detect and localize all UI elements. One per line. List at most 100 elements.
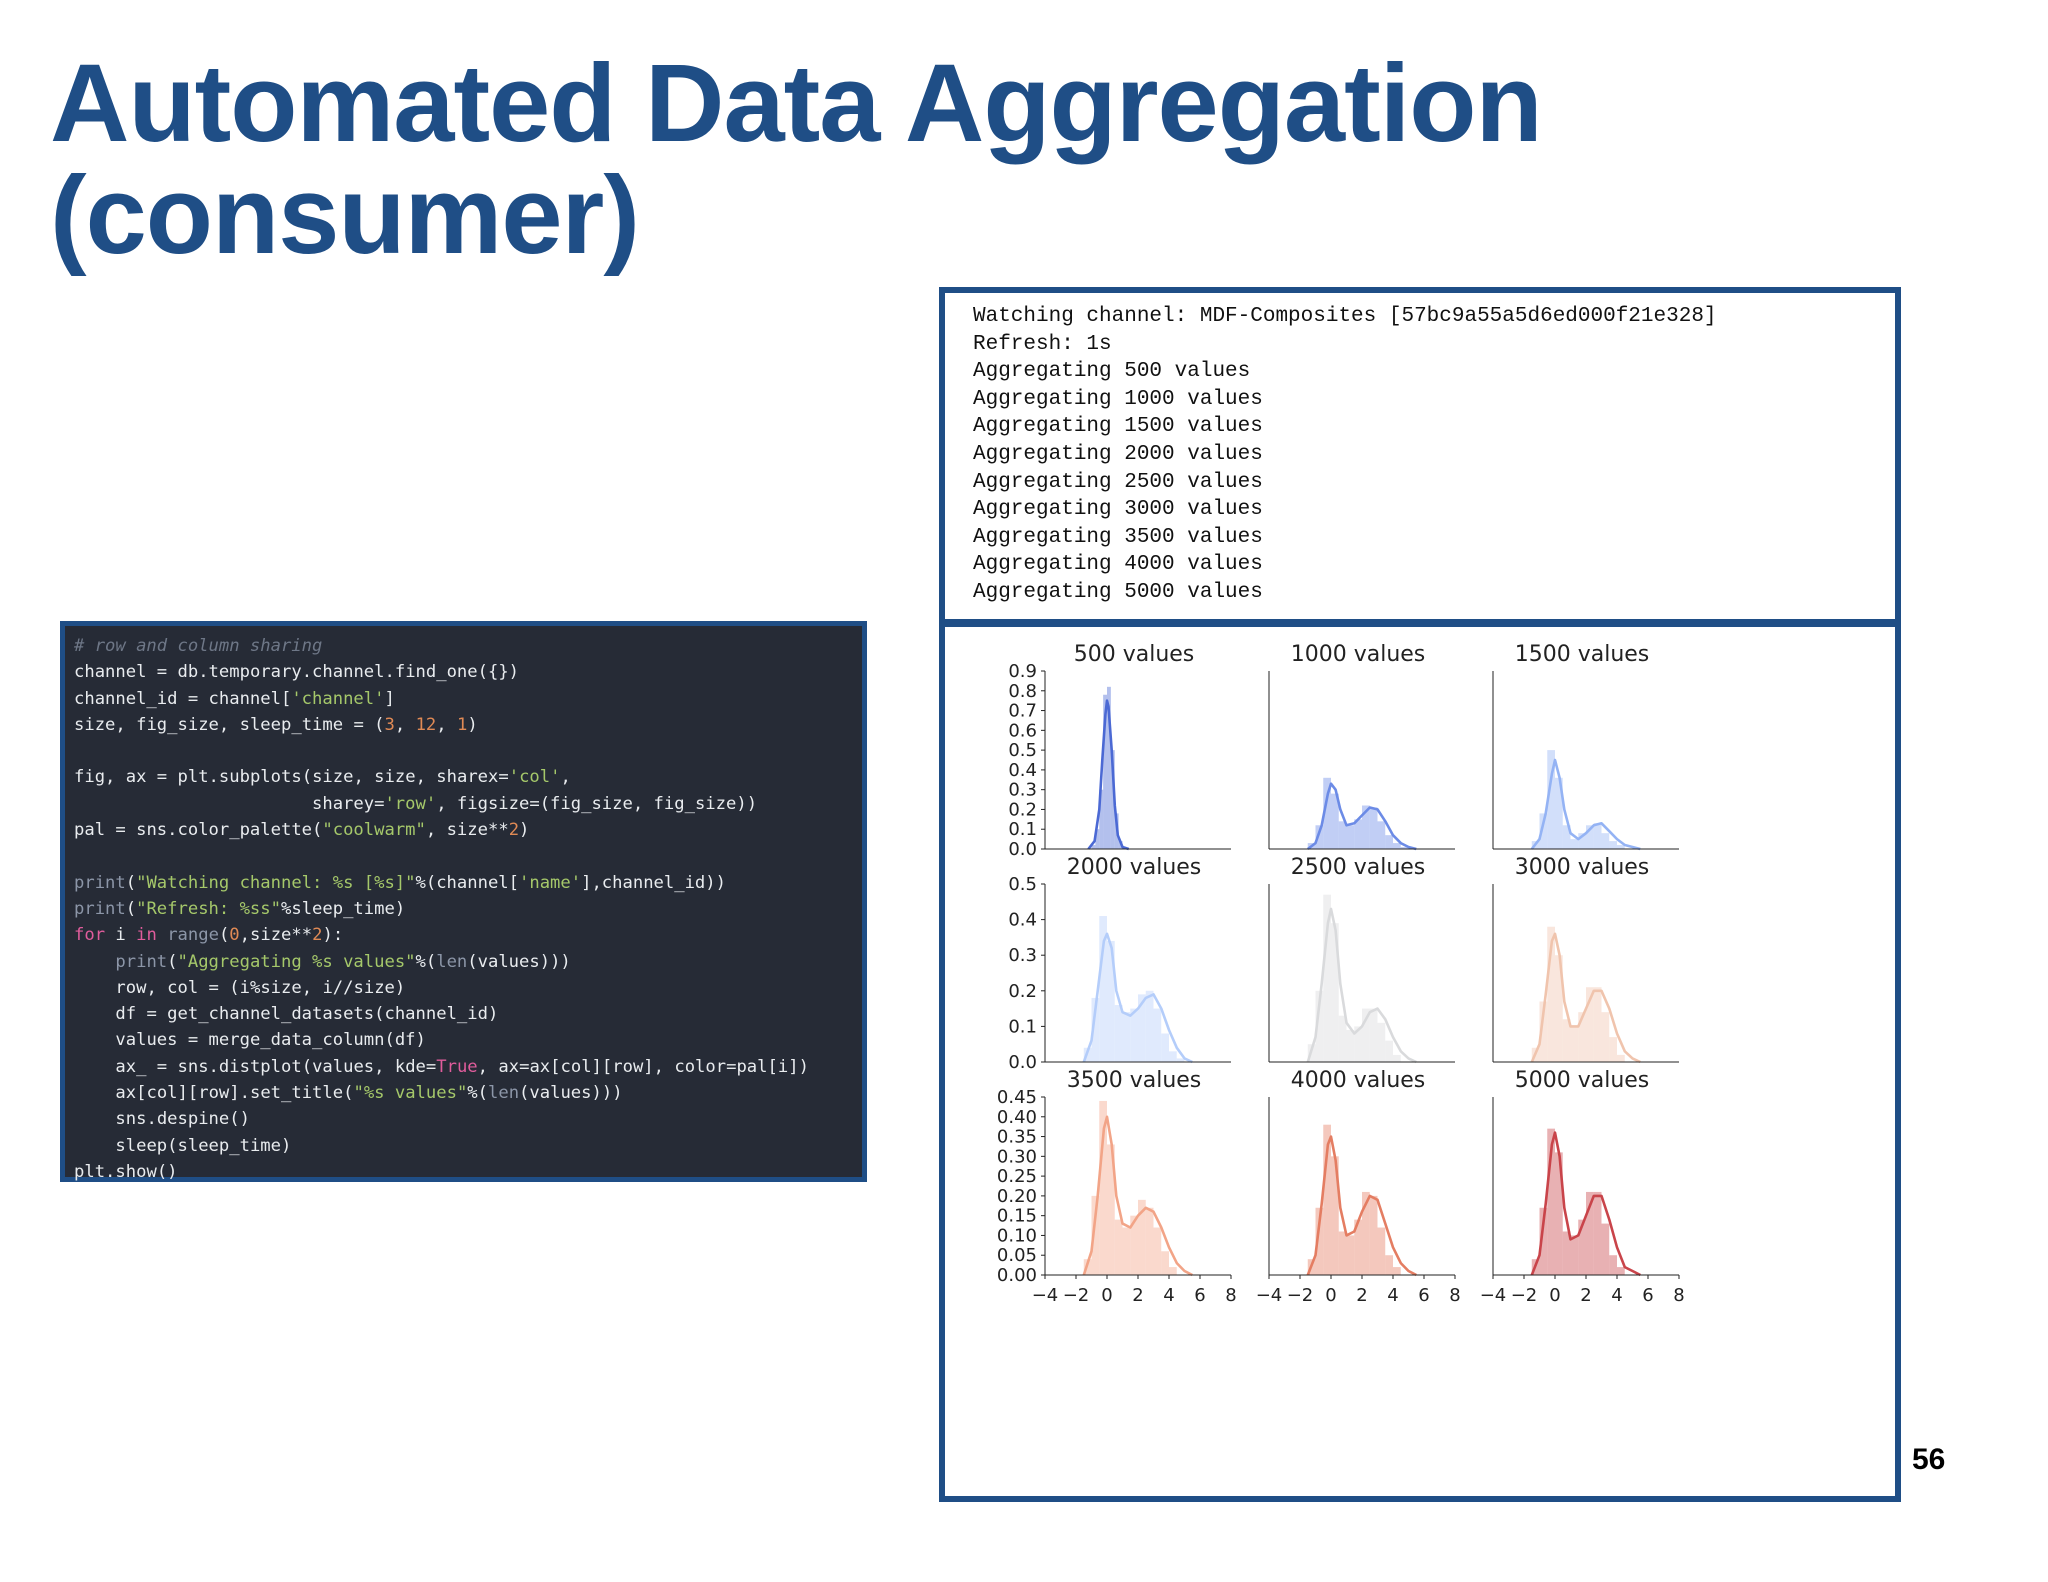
histogram-bar — [1562, 1231, 1571, 1275]
console-line: Aggregating 1000 values — [973, 387, 1263, 411]
histogram-bar — [1331, 1156, 1339, 1275]
x-tick-label: −2 — [1287, 1285, 1314, 1306]
y-tick-label: 0.5 — [1008, 874, 1037, 895]
histogram-bar — [1555, 955, 1563, 1062]
histogram-bar — [1377, 1022, 1386, 1062]
code-line: channel = db.temporary.channel.find_one(… — [74, 662, 520, 683]
histogram-bar — [1601, 833, 1610, 849]
y-tick-label: 0.0 — [1008, 1052, 1037, 1073]
console-line: Aggregating 2500 values — [973, 470, 1263, 494]
panel-title: 4000 values — [1291, 1068, 1426, 1093]
histogram-bar — [1099, 916, 1107, 1062]
kde-line — [1082, 932, 1193, 1064]
histogram-bar — [1354, 1219, 1362, 1275]
histogram-bar — [1103, 694, 1107, 849]
x-tick-label: 2 — [1132, 1285, 1143, 1306]
histogram-bar — [1362, 1008, 1370, 1062]
kde-line — [1306, 907, 1417, 1064]
y-tick-label: 0.30 — [997, 1146, 1037, 1167]
histogram-bar — [1385, 1255, 1393, 1275]
histogram-bar — [1555, 1152, 1563, 1275]
y-tick-label: 0.25 — [997, 1166, 1037, 1187]
console-line: Aggregating 500 values — [973, 360, 1251, 384]
panel-title: 500 values — [1074, 642, 1195, 667]
histogram-bar — [1617, 845, 1625, 849]
histogram-bar — [1107, 1144, 1115, 1275]
histogram-bar — [1138, 994, 1146, 1062]
histogram-bar — [1369, 807, 1378, 849]
code-line: row, col = (i%size, i//size) — [115, 977, 406, 998]
distribution-grid-svg: 500 values0.00.10.20.30.40.50.60.70.80.9… — [997, 642, 1685, 1306]
y-tick-label: 0.7 — [1008, 701, 1037, 722]
y-tick-label: 0.3 — [1008, 945, 1037, 966]
console-line: Aggregating 1500 values — [973, 415, 1263, 439]
histogram-bar — [1169, 1051, 1177, 1062]
histogram-bar — [1385, 1040, 1393, 1062]
histogram-bar — [1338, 1231, 1347, 1275]
histogram-bar — [1145, 1207, 1154, 1275]
y-tick-label: 0.8 — [1008, 681, 1037, 702]
panel-title: 5000 values — [1515, 1068, 1650, 1093]
console-line: Aggregating 4000 values — [973, 553, 1263, 577]
y-tick-label: 0.6 — [1008, 720, 1037, 741]
x-tick-label: 2 — [1580, 1285, 1591, 1306]
histogram-bar — [1593, 987, 1602, 1062]
histogram-bar — [1099, 1100, 1107, 1275]
x-tick-label: 8 — [1449, 1285, 1460, 1306]
histogram-bar — [1362, 805, 1370, 849]
panel-title: 3500 values — [1067, 1068, 1202, 1093]
x-tick-label: 4 — [1611, 1285, 1622, 1306]
histogram-bar — [1107, 686, 1111, 849]
histogram-bar — [1130, 1215, 1138, 1275]
x-tick-label: −4 — [1032, 1285, 1059, 1306]
code-line: df = get_channel_datasets(channel_id) — [115, 1004, 499, 1025]
y-tick-label: 0.1 — [1008, 819, 1037, 840]
histogram-bar — [1091, 997, 1100, 1062]
code-line: print("Aggregating %s values"%(len(value… — [115, 951, 571, 972]
histogram-bar — [1393, 843, 1401, 849]
x-tick-label: −4 — [1256, 1285, 1283, 1306]
slide-title-line-1: Automated Data Aggregation — [50, 42, 1543, 165]
slide-title: Automated Data Aggregation (consumer) — [50, 42, 1543, 272]
histogram-bar — [1609, 841, 1617, 849]
histogram-bar — [1609, 1037, 1617, 1062]
panel-title: 1000 values — [1291, 642, 1426, 667]
x-tick-label: 8 — [1673, 1285, 1684, 1306]
x-tick-label: 0 — [1549, 1285, 1560, 1306]
code-line: channel_id = channel['channel'] — [74, 688, 395, 709]
histogram-bar — [1354, 819, 1362, 849]
kde-line — [1082, 1115, 1193, 1277]
y-tick-label: 0.2 — [1008, 981, 1037, 1002]
histogram-bar — [1354, 1026, 1362, 1062]
histogram-bar — [1393, 1054, 1401, 1062]
kde-line — [1306, 1135, 1417, 1277]
code-panel: # row and column sharing channel = db.tem… — [60, 621, 867, 1182]
histogram-bar — [1539, 1001, 1548, 1062]
histogram-bar — [1578, 833, 1586, 849]
histogram-bar — [1338, 821, 1347, 849]
console-line: Aggregating 5000 values — [973, 580, 1263, 604]
histogram-bar — [1570, 1235, 1579, 1275]
console-output: Watching channel: MDF-Composites [57bc9a… — [939, 287, 1901, 625]
histogram-bar — [1377, 821, 1386, 849]
histogram-bar — [1562, 1019, 1571, 1062]
histogram-bar — [1400, 847, 1409, 849]
code-line: # row and column sharing — [74, 636, 323, 656]
histogram-bar — [1578, 1219, 1586, 1275]
histogram-bar — [1114, 1005, 1123, 1062]
y-tick-label: 0.20 — [997, 1186, 1037, 1207]
x-tick-label: 4 — [1387, 1285, 1398, 1306]
y-tick-label: 0.0 — [1008, 839, 1037, 860]
y-tick-label: 0.5 — [1008, 740, 1037, 761]
console-line: Aggregating 3500 values — [973, 525, 1263, 549]
panel-title: 2500 values — [1291, 855, 1426, 880]
histogram-bar — [1153, 1227, 1162, 1275]
x-tick-label: 6 — [1642, 1285, 1653, 1306]
code-line: for i in range(0,size**2): — [74, 925, 344, 946]
y-tick-label: 0.10 — [997, 1225, 1037, 1246]
y-tick-label: 0.1 — [1008, 1016, 1037, 1037]
histogram-bar — [1586, 1191, 1594, 1275]
histogram-bar — [1338, 1015, 1347, 1062]
console-line: Watching channel: MDF-Composites [57bc9a… — [973, 305, 1717, 328]
y-tick-label: 0.45 — [997, 1087, 1037, 1108]
